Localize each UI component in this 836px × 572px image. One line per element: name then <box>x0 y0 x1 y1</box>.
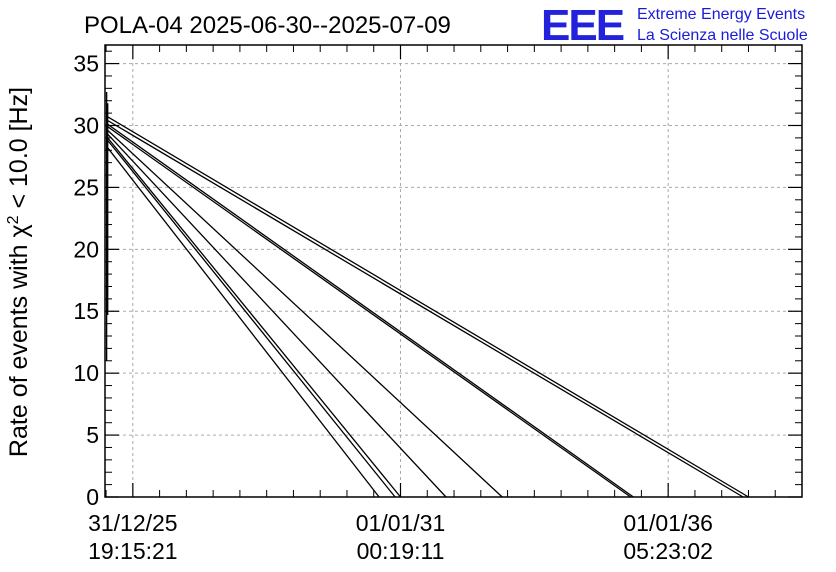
y-axis-title-prefix: Rate of events with <box>5 238 33 458</box>
axis-ticks <box>105 45 803 498</box>
rate-series-line <box>107 116 749 498</box>
y-tick-label: 0 <box>86 484 99 510</box>
x-tick-label-time: 00:19:11 <box>357 538 445 564</box>
series-layer <box>105 92 749 498</box>
org-name-line1: Extreme Energy Events <box>637 6 805 23</box>
y-tick-label: 10 <box>73 360 99 386</box>
y-tick-label: 20 <box>73 236 99 262</box>
org-name-line2: La Scienza nelle Scuole <box>637 27 808 44</box>
rate-series-line <box>107 139 396 498</box>
rate-series-line <box>107 129 503 498</box>
rate-series-line <box>107 123 634 498</box>
y-tick-label: 25 <box>73 174 99 200</box>
eee-logo: EEE <box>541 1 624 50</box>
grid <box>105 45 802 497</box>
y-tick-label: 30 <box>73 112 99 138</box>
y-tick-label: 15 <box>73 298 99 324</box>
x-tick-label-date: 01/01/31 <box>356 510 446 536</box>
y-axis-title-sup: 2 <box>5 215 22 224</box>
rate-series-line <box>107 137 402 498</box>
rate-series-line <box>107 133 447 498</box>
x-tick-label-time: 05:23:02 <box>623 538 713 564</box>
x-tick-label-time: 19:15:21 <box>88 538 178 564</box>
y-axis-title-suffix: < 10.0 [Hz] <box>5 87 33 216</box>
y-tick-label: 35 <box>73 51 99 77</box>
y-tick-label: 5 <box>86 422 99 448</box>
plot-frame <box>104 44 803 498</box>
rate-series-line <box>107 147 380 498</box>
rate-series-line <box>107 119 744 498</box>
rate-series-line <box>107 126 632 498</box>
x-tick-label-date: 31/12/25 <box>88 510 178 536</box>
y-axis-title-symbol: χ <box>5 224 33 237</box>
y-axis-title: Rate of events with χ2 < 10.0 [Hz] <box>5 87 33 457</box>
chart-title: POLA-04 2025-06-30--2025-07-09 <box>84 12 451 39</box>
x-tick-label-date: 01/01/36 <box>623 510 713 536</box>
